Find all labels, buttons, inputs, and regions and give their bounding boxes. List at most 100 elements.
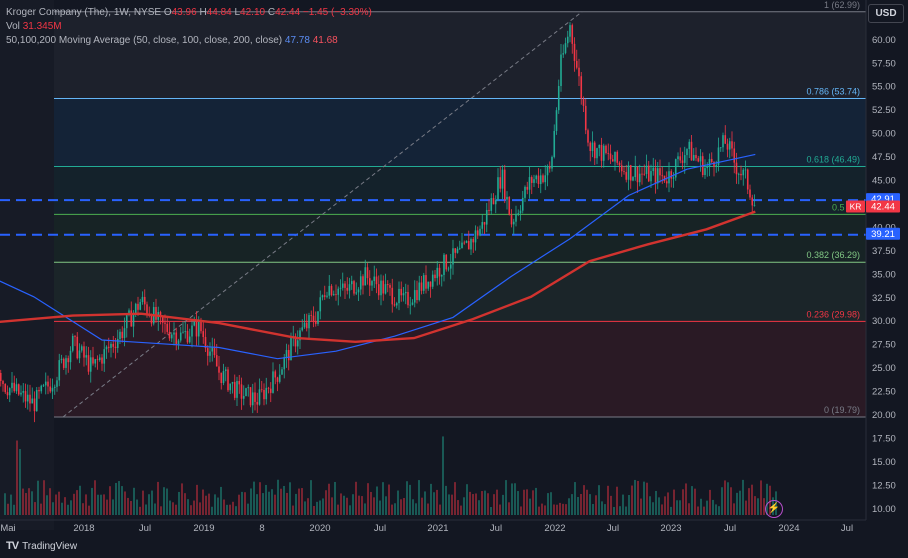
candle-body [159,312,162,317]
brand-name: TradingView [22,540,78,552]
volume-bar [418,480,420,515]
time-tick: 2019 [193,523,214,534]
candle-body [490,198,493,211]
volume-bar [49,488,51,515]
volume-bar [667,492,669,515]
candle-body [4,383,7,393]
volume-bar [205,495,207,515]
volume-bar [421,497,423,515]
candle-body [562,53,565,55]
volume-bar [754,496,756,515]
candle-body [373,276,376,282]
candle-body [616,151,619,163]
candle-body [654,167,657,184]
candle-body [233,382,236,398]
volume-bar [25,493,27,515]
volume-bar [424,491,426,515]
volume-bar [415,503,417,515]
volume-bar [673,489,675,515]
candle-body [321,295,324,298]
candle-body [389,285,391,288]
volume-bar [475,493,477,515]
volume-bar [661,504,663,515]
volume-bar [532,490,534,515]
candle-body [76,336,79,359]
candle-body [17,384,20,395]
candle-body [80,346,83,351]
volume-bar [295,493,297,515]
volume-bar [268,491,270,515]
volume-bar [403,498,405,515]
volume-bar [670,506,672,515]
ohlc-row: Kroger Company (The), 1W, NYSE O43.96 H4… [6,7,372,18]
candle-body [132,313,135,327]
candle-body [458,248,461,250]
volume-bar [400,499,402,515]
volume-bar [646,482,648,515]
volume-bar [103,494,105,515]
volume-bar [121,486,123,515]
volume-bar [58,491,60,515]
candle-body [15,384,18,392]
candle-body [548,166,551,169]
candle-body [112,343,115,347]
candle-body [110,343,112,348]
volume-bar [37,480,39,515]
candle-body [40,385,43,392]
candle-body [211,347,214,352]
volume-bar [217,497,219,515]
lightning-icon[interactable]: ⚡ [765,500,783,518]
candle-body [197,320,200,337]
time-tick: Jul [374,523,386,534]
ma100-value: 47.78 [284,35,310,46]
candle-body [263,389,265,400]
candle-body [20,392,22,395]
candle-body [699,156,702,162]
volume-bar [355,481,357,515]
volume-bar [454,482,456,515]
candle-body [481,222,484,229]
candle-body [627,165,630,180]
volume-bar [373,497,375,515]
volume-bar [4,493,6,515]
low-value: 42.10 [240,7,266,18]
candle-body [429,281,432,287]
candle-body [2,381,4,384]
candle-body [44,381,47,386]
volume-bar [703,506,705,515]
candle-body [353,281,355,294]
fib-zone-0.5 [54,214,866,263]
volume-bar [385,496,387,515]
volume-bar [310,480,312,515]
candle-body [479,228,481,236]
candle-body [202,331,205,338]
volume-bar [676,500,678,515]
candle-body [326,295,328,297]
volume-bar [238,494,240,515]
price-tick: 57.50 [872,58,896,69]
volume-bar [436,489,438,515]
candle-body [330,285,333,296]
price-tag-label: 42.91 [871,194,895,205]
candle-body [290,337,292,361]
candle-body [665,181,668,184]
candle-body [681,160,684,163]
candle-body [731,141,733,149]
volume-bar [583,485,585,515]
candle-body [283,357,286,370]
volume-bar [142,490,144,515]
volume-bar [283,485,285,515]
candle-body [94,359,97,364]
currency-button[interactable]: USD [868,4,904,23]
volume-bar [541,503,543,515]
candle-body [301,327,304,331]
volume-bar [604,504,606,515]
volume-value: 31.345M [22,21,62,32]
candle-body [258,389,261,405]
candle-body [175,332,178,345]
candle-body [704,168,706,175]
candle-body [168,331,171,339]
candle-body [422,275,425,291]
candle-body [600,144,603,161]
